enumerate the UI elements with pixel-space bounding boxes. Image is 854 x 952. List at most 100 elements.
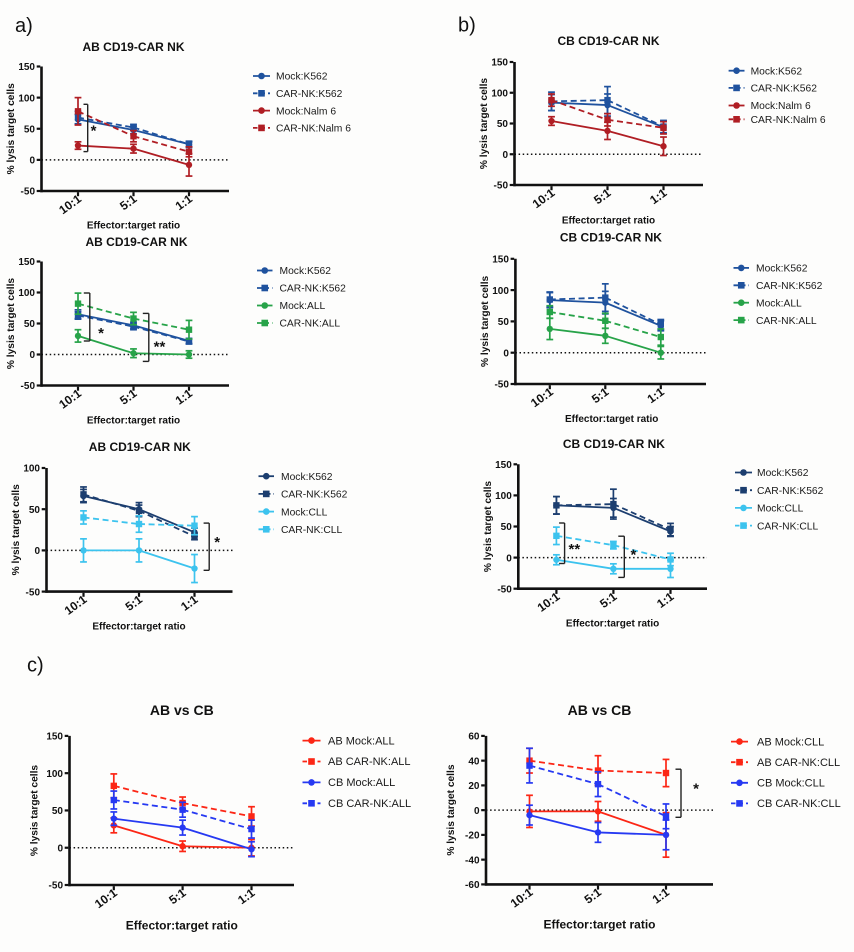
svg-text:Mock:CLL: Mock:CLL [281, 507, 328, 518]
svg-text:20: 20 [468, 781, 480, 792]
svg-text:**: ** [154, 339, 166, 356]
svg-text:CB CAR-NK:CLL: CB CAR-NK:CLL [757, 798, 841, 810]
svg-text:*: * [630, 547, 636, 564]
svg-text:a): a) [15, 15, 33, 37]
svg-text:Mock:K562: Mock:K562 [757, 468, 809, 479]
svg-text:Mock:ALL: Mock:ALL [280, 301, 326, 312]
svg-text:100: 100 [46, 769, 63, 780]
svg-text:0: 0 [29, 156, 35, 167]
svg-text:CAR-NK:Nalm 6: CAR-NK:Nalm 6 [276, 124, 351, 135]
svg-text:*: * [693, 781, 699, 798]
svg-text:0: 0 [34, 546, 40, 557]
svg-text:b): b) [458, 15, 476, 37]
svg-text:Effector:target ratio: Effector:target ratio [565, 414, 658, 425]
svg-text:Effector:target ratio: Effector:target ratio [566, 619, 659, 630]
svg-text:50: 50 [24, 319, 36, 330]
svg-text:Mock:CLL: Mock:CLL [757, 504, 804, 515]
svg-text:-50: -50 [21, 187, 36, 198]
svg-text:100: 100 [18, 93, 35, 104]
svg-text:Mock:Nalm 6: Mock:Nalm 6 [751, 101, 811, 112]
svg-text:Mock:Nalm 6: Mock:Nalm 6 [276, 106, 336, 117]
svg-text:Mock:K562: Mock:K562 [281, 472, 333, 483]
svg-text:CAR-NK:K562: CAR-NK:K562 [280, 284, 347, 295]
svg-text:Effector:target ratio: Effector:target ratio [87, 416, 180, 427]
svg-text:Mock:K562: Mock:K562 [276, 72, 328, 83]
svg-text:CB Mock:ALL: CB Mock:ALL [328, 777, 395, 789]
svg-text:100: 100 [18, 288, 35, 299]
svg-text:% lysis target cells: % lysis target cells [483, 481, 494, 573]
svg-text:% lysis target cells: % lysis target cells [6, 278, 17, 370]
svg-text:AB CD19-CAR NK: AB CD19-CAR NK [82, 40, 184, 54]
svg-text:-50: -50 [497, 584, 512, 595]
svg-text:Effector:target ratio: Effector:target ratio [126, 919, 238, 933]
svg-text:50: 50 [52, 806, 64, 817]
svg-text:100: 100 [23, 464, 40, 475]
svg-text:Effector:target ratio: Effector:target ratio [543, 918, 655, 932]
svg-text:CAR-NK:Nalm 6: CAR-NK:Nalm 6 [751, 115, 826, 126]
svg-text:Effector:target ratio: Effector:target ratio [562, 216, 655, 227]
svg-text:**: ** [569, 541, 581, 558]
svg-text:Mock:K562: Mock:K562 [751, 66, 803, 77]
svg-text:CB Mock:CLL: CB Mock:CLL [757, 778, 825, 790]
svg-text:CAR-NK:ALL: CAR-NK:ALL [280, 319, 341, 330]
svg-text:50: 50 [29, 505, 41, 516]
svg-text:AB CD19-CAR NK: AB CD19-CAR NK [89, 440, 191, 454]
svg-text:-60: -60 [465, 880, 480, 891]
svg-text:50: 50 [498, 317, 510, 328]
svg-text:AB Mock:CLL: AB Mock:CLL [757, 736, 824, 748]
svg-text:0: 0 [29, 350, 35, 361]
svg-text:100: 100 [495, 491, 512, 502]
svg-text:CAR-NK:K562: CAR-NK:K562 [757, 486, 824, 497]
svg-text:60: 60 [468, 732, 480, 743]
svg-text:150: 150 [18, 257, 35, 268]
svg-text:% lysis target cells: % lysis target cells [479, 78, 490, 170]
svg-text:0: 0 [57, 843, 63, 854]
svg-text:-50: -50 [49, 881, 64, 892]
svg-text:150: 150 [18, 62, 35, 73]
svg-text:-50: -50 [494, 380, 509, 391]
svg-text:AB Mock:ALL: AB Mock:ALL [328, 735, 395, 747]
svg-text:CAR-NK:ALL: CAR-NK:ALL [756, 316, 817, 327]
svg-text:0: 0 [502, 150, 508, 161]
svg-text:% lysis target cells: % lysis target cells [6, 83, 17, 175]
svg-text:0: 0 [503, 348, 509, 359]
svg-text:% lysis target cells: % lysis target cells [480, 275, 491, 367]
svg-text:-50: -50 [494, 181, 509, 192]
svg-text:-50: -50 [21, 381, 36, 392]
svg-text:CB CAR-NK:ALL: CB CAR-NK:ALL [328, 798, 411, 810]
svg-text:0: 0 [506, 553, 512, 564]
svg-text:Mock:ALL: Mock:ALL [756, 298, 802, 309]
svg-text:Mock:K562: Mock:K562 [280, 266, 332, 277]
svg-text:% lysis target cells: % lysis target cells [30, 765, 41, 857]
svg-text:AB CD19-CAR NK: AB CD19-CAR NK [85, 235, 187, 249]
svg-text:40: 40 [468, 756, 480, 767]
svg-text:AB vs CB: AB vs CB [150, 702, 214, 718]
svg-text:CAR-NK:K562: CAR-NK:K562 [756, 281, 823, 292]
svg-text:CAR-NK:K562: CAR-NK:K562 [751, 84, 818, 95]
svg-text:*: * [91, 123, 97, 140]
svg-text:% lysis target cells: % lysis target cells [446, 764, 457, 856]
svg-text:0: 0 [474, 806, 480, 817]
svg-text:% lysis target cells: % lysis target cells [11, 484, 22, 576]
svg-text:150: 150 [491, 58, 508, 69]
svg-text:100: 100 [491, 89, 508, 100]
svg-text:CAR-NK:CLL: CAR-NK:CLL [281, 525, 342, 536]
svg-text:AB CAR-NK:CLL: AB CAR-NK:CLL [757, 757, 840, 769]
svg-text:CAR-NK:K562: CAR-NK:K562 [281, 490, 348, 501]
svg-text:-40: -40 [465, 855, 480, 866]
svg-text:150: 150 [46, 732, 63, 743]
svg-text:50: 50 [497, 119, 509, 130]
svg-text:Effector:target ratio: Effector:target ratio [87, 221, 180, 232]
svg-text:AB vs CB: AB vs CB [568, 702, 632, 718]
svg-text:CAR-NK:K562: CAR-NK:K562 [276, 89, 343, 100]
svg-text:AB CAR-NK:ALL: AB CAR-NK:ALL [328, 756, 411, 768]
svg-text:*: * [98, 325, 104, 342]
svg-text:CB CD19-CAR NK: CB CD19-CAR NK [557, 34, 659, 48]
svg-text:50: 50 [501, 522, 513, 533]
svg-text:CAR-NK:CLL: CAR-NK:CLL [757, 521, 818, 532]
svg-text:Effector:target ratio: Effector:target ratio [92, 622, 185, 633]
svg-text:150: 150 [492, 255, 509, 266]
svg-text:150: 150 [495, 460, 512, 471]
svg-text:Mock:K562: Mock:K562 [756, 264, 808, 275]
svg-text:*: * [214, 534, 220, 551]
